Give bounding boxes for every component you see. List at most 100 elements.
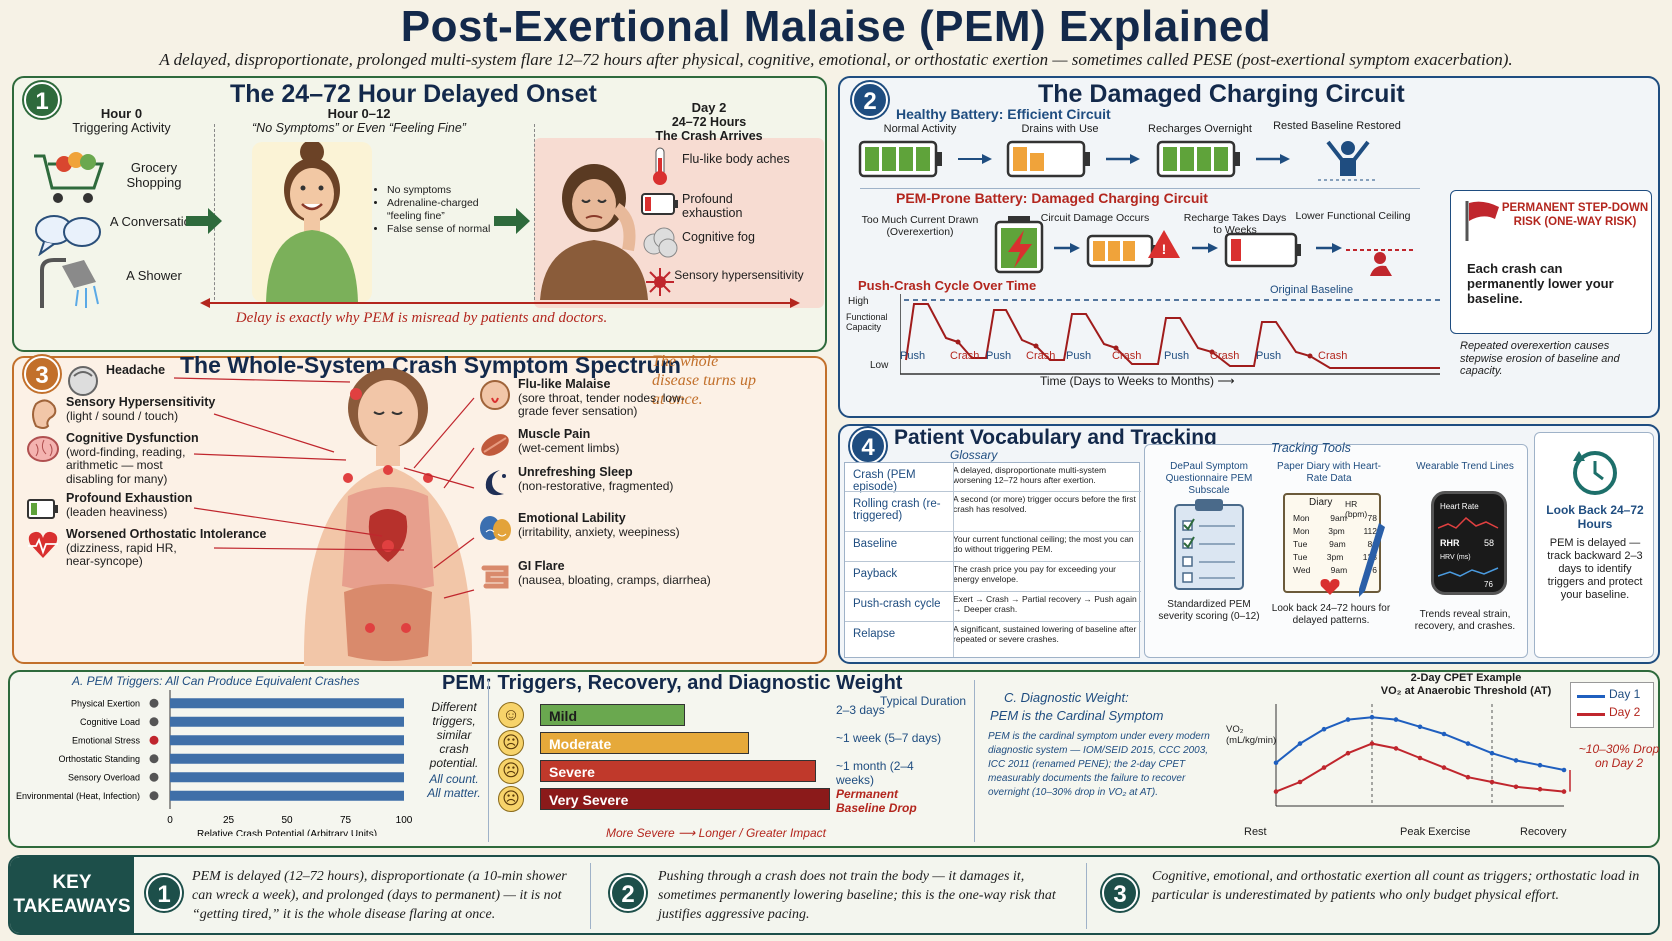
legend-day1-label: Day 1	[1609, 687, 1641, 701]
col2-header: Hour 0–12 “No Symptoms” or Even “Feeling…	[252, 106, 466, 135]
cpet-x-label: Recovery	[1520, 826, 1567, 838]
day2-series-line	[1275, 742, 1565, 793]
day2-point	[1561, 789, 1567, 794]
legend-day2-label: Day 2	[1609, 705, 1641, 719]
clipboard-questionnaire-icon	[1174, 499, 1244, 590]
triggers-note-2: All count. All matter.	[427, 772, 481, 800]
trigger-icon	[149, 717, 159, 727]
divider-1	[214, 124, 215, 300]
diagnostic-title-2: PEM is the Cardinal Symptom	[990, 708, 1164, 723]
watch-rhr-value: 58	[1484, 538, 1495, 548]
divider	[590, 863, 591, 929]
trigger-category-label: Emotional Stress	[72, 735, 141, 745]
tool-wearable-caption: Trends reveal strain, recovery, and cras…	[1414, 609, 1516, 632]
diary-row: Wed 9am 76	[1293, 565, 1377, 575]
trigger-icon	[149, 754, 159, 764]
crash-symptom-fog: Cognitive fog	[682, 230, 755, 244]
pen-icon	[1359, 523, 1385, 597]
push-label: Push	[1256, 350, 1282, 362]
panel-symptom-spectrum: 3 The Whole-System Crash Symptom Spectru…	[12, 352, 827, 666]
tracking-tools-box: Tracking Tools DePaul Symptom Questionna…	[1144, 441, 1528, 658]
brain-icon	[27, 436, 59, 462]
shopping-cart-icon	[34, 152, 105, 203]
slow-recharge-battery-icon	[1224, 232, 1301, 268]
ear-icon	[32, 399, 57, 429]
cpet-x-label: Peak Exercise	[1400, 826, 1471, 838]
crash-label: Crash	[1026, 350, 1056, 362]
panel-triggers-recovery-diagnostic: PEM: Triggers, Recovery, and Diagnostic …	[8, 670, 1660, 848]
day2-point	[1537, 786, 1543, 792]
moon-icon	[485, 470, 506, 496]
day2-point	[1393, 746, 1399, 751]
look-back-text: PEM is delayed — track backward 2–3 days…	[1547, 537, 1643, 601]
cpet-x-labels: Rest Peak Exercise Recovery	[1244, 826, 1572, 840]
recharged-battery-icon	[1156, 140, 1240, 178]
day2-point	[1345, 750, 1351, 756]
divider	[488, 680, 489, 842]
trigger-bar	[170, 698, 404, 709]
x-tick-label: 50	[281, 815, 293, 826]
trigger-icon	[149, 772, 159, 782]
delay-timeline-arrow	[200, 298, 800, 308]
look-back-box: Look Back 24–72 Hours PEM is delayed — t…	[1534, 432, 1654, 658]
risk-text: Each crash can permanently lower your ba…	[1467, 261, 1614, 306]
crashed-woman-illustration	[540, 164, 648, 300]
takeaway-3-badge: 3	[1102, 875, 1138, 911]
brain-fog-icon	[643, 227, 678, 258]
legend-day1-swatch	[1577, 695, 1605, 698]
trigger-shower: A Shower	[126, 268, 182, 283]
damaged-circuit-battery-icon: !	[1086, 230, 1180, 268]
svg-text:!: !	[1162, 241, 1167, 257]
trigger-category-label: Physical Exertion	[71, 698, 140, 708]
step-down-risk-box: PERMANENT STEP-DOWN RISK (ONE-WAY RISK) …	[1450, 190, 1652, 334]
healthy-step-4: Rested Baseline Restored	[1273, 120, 1401, 132]
push-label: Push	[986, 350, 1012, 362]
glossary-row: Baseline Your current functional ceiling;…	[845, 531, 1141, 561]
page-subtitle: A delayed, disproportionate, prolonged m…	[159, 50, 1513, 69]
glossary-row: Push-crash cycle Exert → Crash → Partial …	[845, 591, 1141, 621]
diagnostic-title-1: C. Diagnostic Weight:	[1004, 690, 1129, 705]
severity-face-icon: ☹	[498, 730, 524, 756]
x-axis-label: Time (Days to Weeks to Months) ⟶	[1040, 374, 1235, 388]
diary-row: Mon 3pm 112	[1293, 526, 1377, 536]
day1-point	[1465, 741, 1471, 746]
theatre-masks-icon	[480, 516, 511, 541]
crash-symptom-sensory: Sensory hypersensitivity	[674, 268, 804, 282]
severity-duration: Permanent Baseline Drop	[836, 787, 917, 815]
lowered-ceiling-person-icon	[1346, 249, 1414, 276]
takeaway-3-text: Cognitive, emotional, and orthostatic ex…	[1152, 869, 1640, 903]
page-title: Post-Exertional Malaise (PEM) Explained	[400, 2, 1272, 51]
day1-point	[1297, 741, 1303, 746]
heart-icon	[1320, 579, 1340, 595]
rested-person-icon	[1318, 140, 1378, 181]
key-takeaways-bar: KEY TAKEAWAYS 1 PEM is delayed (12–72 ho…	[8, 855, 1660, 935]
day2-point	[1441, 765, 1447, 770]
panel-3-badge: 3	[24, 356, 60, 392]
glossary-row: Relapse A significant, sustained lowering…	[845, 621, 1141, 657]
severity-bar: Severe	[540, 760, 816, 782]
divider	[860, 188, 1420, 189]
clock-rewind-icon	[1573, 451, 1617, 495]
glossary-title: Glossary	[950, 448, 998, 462]
look-back-title: Look Back 24–72 Hours	[1546, 503, 1644, 531]
trigger-bar	[170, 772, 404, 783]
severity-face-icon: ☹	[498, 786, 524, 812]
day1-point	[1561, 767, 1567, 773]
cpet-title: 2-Day CPET Example	[1410, 672, 1522, 684]
push-label: Push	[1066, 350, 1092, 362]
thermometer-icon	[653, 147, 667, 185]
prone-battery-sequence: !	[994, 216, 1414, 276]
symptom-flu-like-malaise: Flu-like Malaise (sore throat, tender nod…	[478, 377, 688, 419]
glossary-column-divider	[953, 463, 954, 657]
feeling-fine-list: No symptoms Adrenaline-charged “feeling …	[377, 184, 507, 236]
x-tick-label: 25	[223, 815, 235, 826]
crash-label: Crash	[1318, 350, 1348, 362]
day2-point	[1465, 774, 1471, 780]
trigger-icon	[149, 791, 159, 801]
symptom-emotional-lability: Emotional Lability (irritability, anxiety…	[478, 511, 680, 546]
watch-hrv-line	[1438, 567, 1499, 577]
trigger-category-label: Orthostatic Standing	[58, 754, 140, 764]
trigger-grocery: Grocery Shopping	[126, 160, 182, 190]
symptom-gi-flare: GI Flare (nausea, bloating, cramps, diarr…	[478, 559, 711, 594]
day1-point	[1513, 758, 1519, 763]
